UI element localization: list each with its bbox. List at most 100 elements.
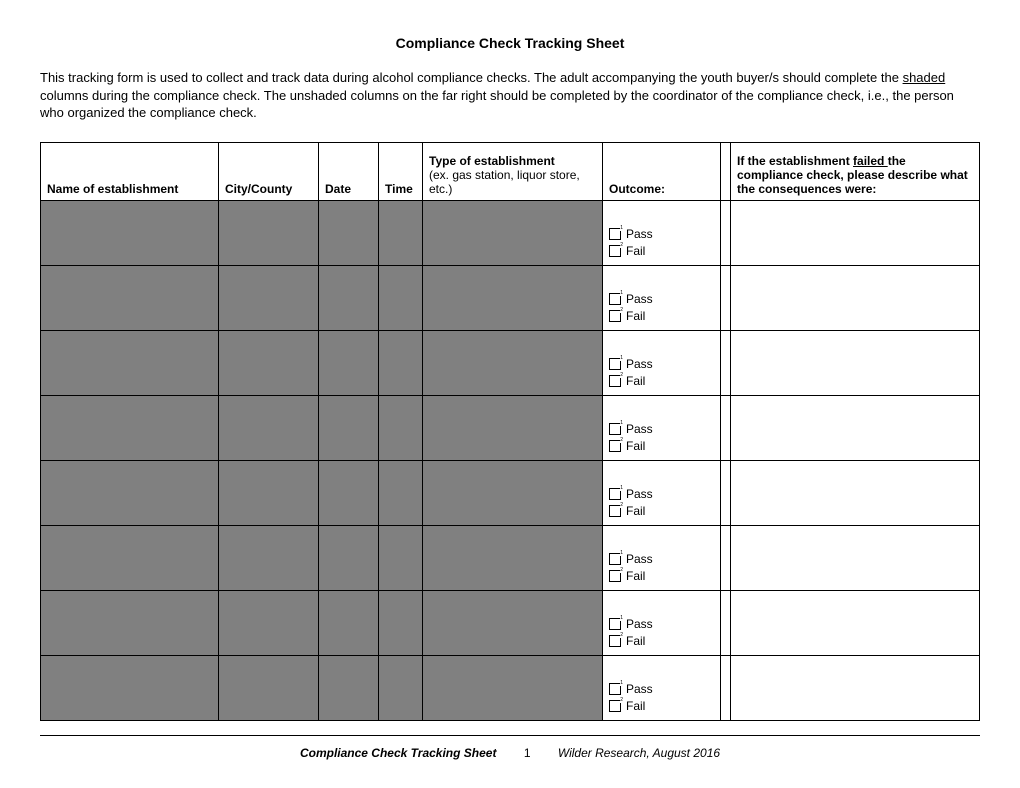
cell-shaded[interactable] (423, 200, 603, 265)
col-header-date: Date (319, 142, 379, 200)
checkbox-number: 2 (620, 568, 623, 573)
outcome-pass-label: Pass (626, 682, 653, 696)
table-row: 1 Pass 2Fail (41, 655, 980, 720)
checkbox-fail[interactable]: 2 (609, 700, 621, 712)
cell-shaded[interactable] (319, 460, 379, 525)
cell-shaded[interactable] (219, 590, 319, 655)
cell-consequences[interactable] (731, 265, 980, 330)
outcome-fail-label: Fail (626, 634, 645, 648)
outcome-fail-label: Fail (626, 504, 645, 518)
cell-shaded[interactable] (219, 330, 319, 395)
cell-consequences[interactable] (731, 460, 980, 525)
cell-shaded[interactable] (219, 395, 319, 460)
checkbox-fail[interactable]: 2 (609, 505, 621, 517)
outcome-fail-line: 2Fail (609, 634, 714, 648)
checkbox-pass[interactable]: 1 (609, 358, 621, 370)
cell-shaded[interactable] (379, 200, 423, 265)
outcome-fail-line: 2Fail (609, 699, 714, 713)
checkbox-number: 1 (620, 486, 623, 491)
cell-shaded[interactable] (379, 590, 423, 655)
col-header-spacer (721, 142, 731, 200)
page-title: Compliance Check Tracking Sheet (40, 35, 980, 51)
cell-shaded[interactable] (219, 460, 319, 525)
cell-consequences[interactable] (731, 330, 980, 395)
checkbox-pass[interactable]: 1 (609, 293, 621, 305)
checkbox-number: 2 (620, 373, 623, 378)
checkbox-pass[interactable]: 1 (609, 488, 621, 500)
cell-consequences[interactable] (731, 525, 980, 590)
cell-shaded[interactable] (319, 525, 379, 590)
cell-shaded[interactable] (379, 460, 423, 525)
cell-shaded[interactable] (41, 395, 219, 460)
checkbox-number: 1 (620, 356, 623, 361)
cell-shaded[interactable] (423, 395, 603, 460)
cell-shaded[interactable] (219, 200, 319, 265)
cell-shaded[interactable] (423, 590, 603, 655)
cell-shaded[interactable] (319, 265, 379, 330)
checkbox-number: 2 (620, 243, 623, 248)
cell-spacer (721, 265, 731, 330)
checkbox-fail[interactable]: 2 (609, 440, 621, 452)
col-header-outcome: Outcome: (603, 142, 721, 200)
cell-shaded[interactable] (41, 265, 219, 330)
checkbox-pass[interactable]: 1 (609, 683, 621, 695)
cell-spacer (721, 590, 731, 655)
checkbox-pass[interactable]: 1 (609, 228, 621, 240)
cell-shaded[interactable] (423, 525, 603, 590)
cell-shaded[interactable] (423, 460, 603, 525)
checkbox-fail[interactable]: 2 (609, 375, 621, 387)
outcome-pass-label: Pass (626, 487, 653, 501)
cell-shaded[interactable] (379, 395, 423, 460)
cell-shaded[interactable] (319, 395, 379, 460)
cell-consequences[interactable] (731, 590, 980, 655)
cell-shaded[interactable] (379, 655, 423, 720)
cell-shaded[interactable] (423, 655, 603, 720)
cell-shaded[interactable] (319, 590, 379, 655)
cell-shaded[interactable] (379, 265, 423, 330)
outcome-pass-line: 1Pass (609, 227, 714, 241)
cell-shaded[interactable] (379, 525, 423, 590)
outcome-fail-label: Fail (626, 374, 645, 388)
col-header-consequences: If the establishment failed the complian… (731, 142, 980, 200)
cell-shaded[interactable] (379, 330, 423, 395)
cell-outcome: 1Pass2Fail (603, 395, 721, 460)
checkbox-fail[interactable]: 2 (609, 310, 621, 322)
outcome-fail-line: 2Fail (609, 374, 714, 388)
cell-shaded[interactable] (41, 330, 219, 395)
cell-outcome: 1Pass2Fail (603, 265, 721, 330)
cell-outcome: 1Pass2Fail (603, 330, 721, 395)
checkbox-fail[interactable]: 2 (609, 570, 621, 582)
outcome-pass-label: Pass (626, 552, 653, 566)
cell-outcome: 1Pass 2 Fail (603, 460, 721, 525)
cell-shaded[interactable] (219, 525, 319, 590)
footer-page: 1 (524, 746, 531, 760)
cell-outcome: 1 Pass 2Fail (603, 655, 721, 720)
tracking-table: Name of establishment City/County Date T… (40, 142, 980, 721)
outcome-pass-line: 1Pass (609, 292, 714, 306)
cell-shaded[interactable] (219, 655, 319, 720)
checkbox-fail[interactable]: 2 (609, 635, 621, 647)
checkbox-pass[interactable]: 1 (609, 553, 621, 565)
cell-consequences[interactable] (731, 655, 980, 720)
cell-shaded[interactable] (423, 330, 603, 395)
cell-shaded[interactable] (319, 200, 379, 265)
cell-shaded[interactable] (41, 460, 219, 525)
cell-shaded[interactable] (41, 525, 219, 590)
cell-shaded[interactable] (41, 655, 219, 720)
cell-shaded[interactable] (41, 200, 219, 265)
checkbox-number: 2 (620, 633, 623, 638)
table-row: 1Pass2Fail (41, 525, 980, 590)
cell-shaded[interactable] (319, 330, 379, 395)
cell-spacer (721, 525, 731, 590)
checkbox-fail[interactable]: 2 (609, 245, 621, 257)
cell-shaded[interactable] (219, 265, 319, 330)
col-header-name: Name of establishment (41, 142, 219, 200)
cell-consequences[interactable] (731, 200, 980, 265)
checkbox-pass[interactable]: 1 (609, 618, 621, 630)
cell-consequences[interactable] (731, 395, 980, 460)
cell-shaded[interactable] (41, 590, 219, 655)
checkbox-pass[interactable]: 1 (609, 423, 621, 435)
cell-outcome: 1Pass2Fail (603, 525, 721, 590)
cell-shaded[interactable] (423, 265, 603, 330)
cell-shaded[interactable] (319, 655, 379, 720)
